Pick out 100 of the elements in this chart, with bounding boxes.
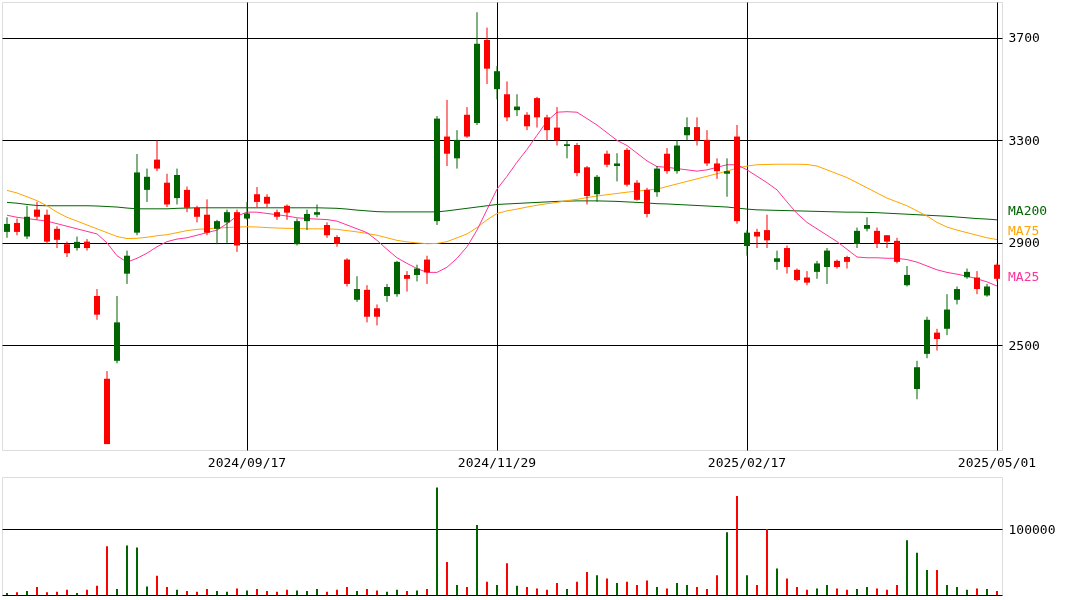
bar — [646, 580, 648, 595]
candlestick — [894, 237, 900, 264]
bar — [576, 581, 578, 595]
y-tick-label: 100000 — [1008, 521, 1056, 537]
bar — [746, 575, 748, 595]
candlestick — [544, 114, 550, 141]
candlestick — [404, 270, 410, 293]
bar — [806, 589, 808, 595]
bar — [106, 546, 108, 595]
bar — [126, 545, 128, 595]
bar — [526, 587, 528, 595]
candlestick — [74, 236, 80, 252]
candlestick — [414, 264, 420, 282]
bar — [476, 525, 478, 595]
bar — [366, 589, 368, 595]
bar — [766, 529, 768, 595]
bar — [136, 547, 138, 595]
bar — [556, 583, 558, 595]
bar — [36, 587, 38, 595]
candlestick — [814, 260, 820, 280]
bar — [466, 587, 468, 595]
bar — [236, 588, 238, 595]
bar — [616, 583, 618, 595]
candlestick — [224, 209, 230, 244]
candlestick — [504, 80, 510, 122]
bar — [786, 578, 788, 595]
candlestick — [54, 225, 60, 249]
bar — [686, 585, 688, 595]
candlestick — [864, 216, 870, 232]
bar — [96, 585, 98, 595]
candlestick — [164, 173, 170, 208]
candlestick — [724, 157, 730, 198]
bar — [826, 585, 828, 595]
candlestick — [824, 247, 830, 285]
bar — [246, 590, 248, 595]
bar — [216, 591, 218, 595]
bar — [86, 589, 88, 595]
candlestick — [444, 99, 450, 167]
candlestick — [174, 168, 180, 205]
bar — [496, 585, 498, 595]
bar — [946, 585, 948, 595]
candlestick — [694, 116, 700, 147]
bar — [146, 586, 148, 595]
series-label: MA200 — [1008, 202, 1048, 218]
bar — [286, 589, 288, 595]
candlestick — [534, 96, 540, 129]
y-tick-label: 3700 — [1008, 30, 1040, 46]
candlestick — [804, 270, 810, 286]
candlestick — [714, 157, 720, 180]
candlestick — [314, 203, 320, 218]
bar — [426, 589, 428, 595]
candlestick — [294, 218, 300, 246]
candlestick — [614, 152, 620, 182]
bar — [666, 588, 668, 595]
candlestick — [94, 288, 100, 321]
candlestick — [914, 360, 920, 400]
bar — [26, 591, 28, 595]
bar — [406, 591, 408, 595]
bar — [306, 591, 308, 595]
bar — [156, 575, 158, 595]
candlestick — [4, 216, 10, 239]
candlestick — [464, 106, 470, 139]
bar — [856, 589, 858, 595]
bar — [976, 588, 978, 595]
bar — [396, 589, 398, 595]
candlestick — [744, 229, 750, 257]
bar — [656, 587, 658, 595]
bar — [736, 496, 738, 595]
bar — [186, 591, 188, 595]
bar — [456, 585, 458, 595]
x-tick-label: 2024/11/29 — [457, 454, 537, 470]
bar — [866, 587, 868, 595]
candlestick — [884, 234, 890, 249]
candlestick — [284, 203, 290, 221]
series-label: MA25 — [1008, 268, 1040, 284]
bar — [956, 587, 958, 595]
candlestick — [454, 129, 460, 170]
candlestick — [264, 193, 270, 208]
candlestick — [384, 283, 390, 303]
candlestick — [184, 186, 190, 213]
bar — [776, 568, 778, 595]
candlestick — [704, 129, 710, 167]
bar — [966, 589, 968, 595]
bar — [876, 588, 878, 595]
candlestick — [664, 147, 670, 175]
candlestick — [874, 227, 880, 249]
bar — [716, 575, 718, 595]
candlestick — [304, 209, 310, 231]
candlestick — [654, 165, 660, 198]
bar — [356, 591, 358, 595]
bar — [706, 589, 708, 595]
bar — [696, 587, 698, 595]
candlestick — [274, 209, 280, 221]
bar — [536, 588, 538, 595]
bar — [996, 591, 998, 595]
bar — [596, 575, 598, 595]
line-series — [6, 163, 998, 245]
candlestick — [144, 168, 150, 203]
candlestick — [784, 244, 790, 275]
bar — [926, 569, 928, 595]
